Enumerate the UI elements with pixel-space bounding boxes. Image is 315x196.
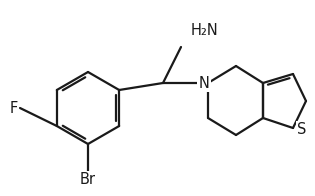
Text: Br: Br: [80, 172, 96, 188]
Text: H₂N: H₂N: [190, 23, 218, 37]
Text: N: N: [198, 75, 209, 91]
Text: F: F: [10, 101, 18, 115]
Text: S: S: [297, 122, 307, 138]
